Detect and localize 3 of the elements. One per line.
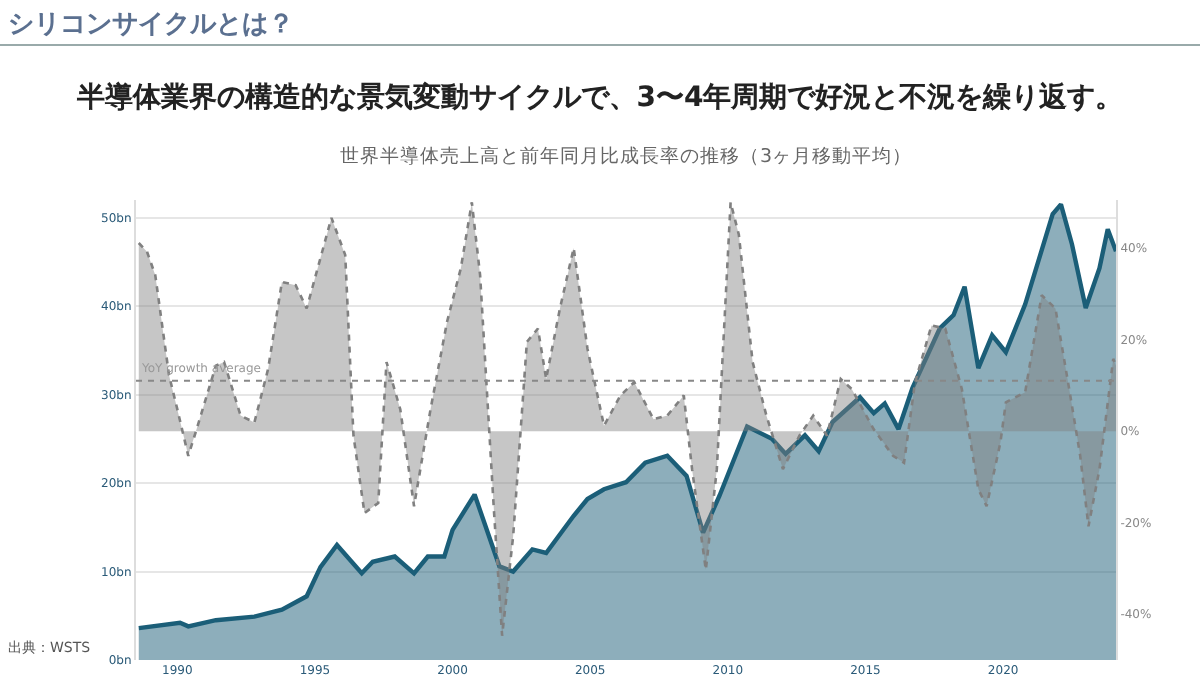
chart-subtitle: 半導体業界の構造的な景気変動サイクルで、3〜4年周期で好況と不況を繰り返す。 bbox=[74, 80, 1126, 116]
text: 世界半導体売上高と前年同月比成長率の推移（3ヶ月移動平均） bbox=[340, 144, 913, 168]
chart-title: シリコンサイクルとは？ bbox=[8, 8, 294, 42]
